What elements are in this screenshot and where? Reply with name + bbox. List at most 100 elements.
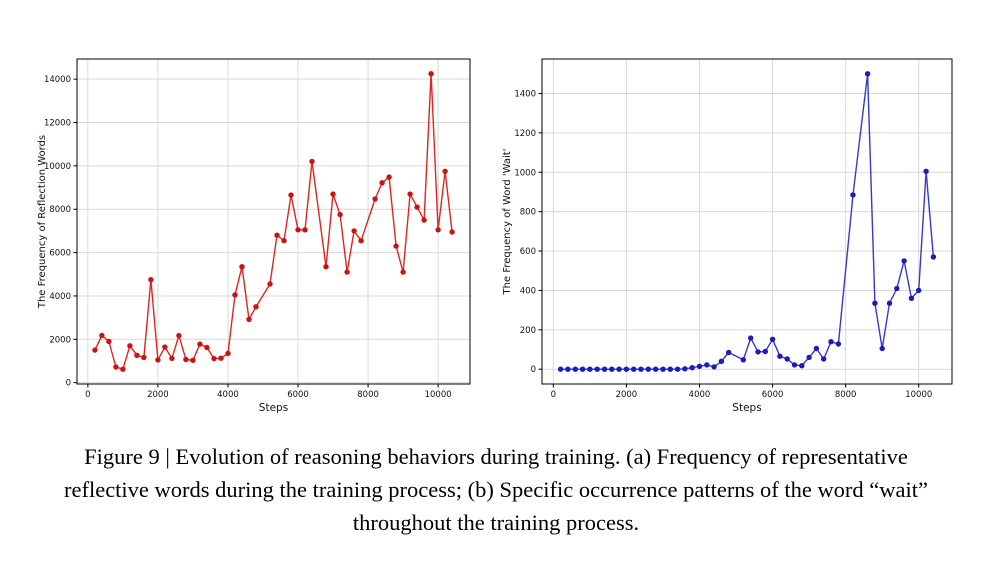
data-point <box>864 71 871 77</box>
x-tick-label: 8000 <box>835 390 857 400</box>
data-point <box>204 344 210 351</box>
data-point <box>267 281 273 287</box>
chart-panel-b: 0 2000 4000 6000 8000 10000 0 200 400 600 800 1000 1… <box>496 0 992 432</box>
data-point <box>813 345 820 352</box>
data-point <box>337 211 343 218</box>
data-point <box>211 355 217 362</box>
x-axis-label: Steps <box>732 402 761 414</box>
x-tick-label: 2000 <box>147 390 169 400</box>
x-tick-label: 8000 <box>357 390 379 400</box>
data-point <box>674 366 681 372</box>
data-point <box>755 349 761 355</box>
data-point <box>799 363 805 369</box>
data-point <box>660 366 666 372</box>
data-point <box>689 365 695 371</box>
y-axis-label: The Frequency of Reflection Words <box>37 135 48 309</box>
data-line <box>560 73 935 370</box>
x-tick-label: 10000 <box>425 390 452 400</box>
data-point <box>748 335 754 341</box>
data-point <box>225 350 231 357</box>
data-point <box>428 71 434 77</box>
data-point <box>106 338 112 345</box>
data-point <box>916 287 922 294</box>
data-point <box>704 362 710 368</box>
data-point <box>169 355 175 362</box>
data-point <box>638 366 644 372</box>
data-point <box>806 354 812 361</box>
data-point <box>821 356 827 362</box>
data-point <box>414 204 420 210</box>
x-tick-label: 0 <box>551 390 556 400</box>
line-chart-a: 0 2000 4000 6000 8000 10000 0 2000 4000 6000 8000 1… <box>37 58 471 414</box>
y-tick-label: 6000 <box>49 249 71 259</box>
data-point <box>616 366 622 372</box>
data-point <box>162 344 168 350</box>
data-point <box>155 357 161 363</box>
chart-panel-a: 0 2000 4000 6000 8000 10000 0 2000 4000 6000 8000 1… <box>0 0 496 432</box>
data-point <box>449 229 455 235</box>
data-point <box>358 238 364 244</box>
y-tick-label: 12000 <box>44 119 71 129</box>
data-point <box>923 168 929 174</box>
data-point <box>652 366 659 372</box>
x-tick-label: 6000 <box>287 390 309 400</box>
y-tick-label: 0 <box>66 379 71 389</box>
data-point <box>421 217 427 223</box>
line-chart-b: 0 2000 4000 6000 8000 10000 0 200 400 600 800 1000 1… <box>502 58 953 414</box>
data-point <box>718 358 725 364</box>
data-point <box>828 339 834 345</box>
data-point <box>407 191 413 197</box>
data-point <box>218 355 224 361</box>
data-point <box>769 336 776 342</box>
plot-border <box>541 58 953 385</box>
caption-line-1: Figure 9 | Evolution of reasoning behavi… <box>84 444 908 469</box>
data-point <box>435 227 441 233</box>
data-point <box>239 264 245 270</box>
y-tick-label: 1000 <box>514 168 536 178</box>
y-tick-label: 1200 <box>514 129 536 139</box>
data-point <box>930 254 937 260</box>
data-point <box>886 300 893 306</box>
data-point <box>330 191 336 197</box>
data-point <box>92 347 98 353</box>
data-point <box>609 366 615 372</box>
data-point <box>134 352 140 358</box>
data-point <box>587 366 593 372</box>
data-point <box>791 362 798 368</box>
data-point <box>302 227 308 233</box>
data-point <box>872 300 878 306</box>
data-point <box>379 180 385 186</box>
data-point <box>623 366 630 372</box>
data-point <box>197 341 203 347</box>
data-point <box>148 277 154 283</box>
data-point <box>777 353 783 359</box>
data-point <box>711 364 717 370</box>
x-axis-label: Steps <box>259 402 288 414</box>
data-point <box>183 356 189 363</box>
data-point <box>246 316 252 323</box>
figure-caption: Figure 9 | Evolution of reasoning behavi… <box>0 440 992 539</box>
data-point <box>99 332 105 339</box>
data-point <box>295 227 301 233</box>
caption-line-3: throughout the training process. <box>352 510 640 535</box>
data-point <box>253 304 259 310</box>
data-point <box>645 366 651 372</box>
y-tick-label: 8000 <box>49 205 71 215</box>
data-point <box>442 168 448 174</box>
data-point <box>323 264 329 270</box>
data-point <box>344 269 350 275</box>
y-tick-label: 600 <box>520 247 536 257</box>
data-point <box>232 292 238 298</box>
data-point <box>631 366 637 372</box>
y-tick-label: 14000 <box>44 75 71 85</box>
data-point <box>762 348 768 355</box>
data-point <box>288 192 294 198</box>
data-point <box>601 366 608 372</box>
data-point <box>281 238 287 244</box>
x-tick-label: 6000 <box>762 390 784 400</box>
y-tick-label: 4000 <box>49 292 71 302</box>
charts-row: 0 2000 4000 6000 8000 10000 0 2000 4000 6000 8000 1… <box>0 0 992 432</box>
data-point <box>176 332 182 339</box>
data-point <box>557 366 564 372</box>
data-point <box>835 341 842 347</box>
